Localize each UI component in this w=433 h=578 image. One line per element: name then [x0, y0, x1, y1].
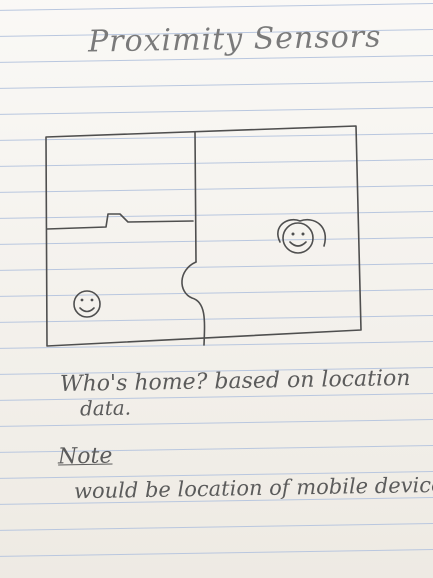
question-continued: data. [80, 396, 131, 421]
person-face-icon [74, 291, 100, 317]
eye-dot [292, 233, 295, 236]
note-label: Note [58, 444, 113, 470]
interior-wall [47, 214, 193, 229]
person-face-icon [283, 223, 313, 253]
eye-dot [91, 299, 94, 302]
person-face-icon [290, 242, 306, 246]
person-face-icon [80, 308, 94, 312]
eye-dot [302, 233, 305, 236]
door-arc [182, 262, 205, 345]
eye-dot [81, 299, 84, 302]
interior-wall [195, 132, 196, 262]
